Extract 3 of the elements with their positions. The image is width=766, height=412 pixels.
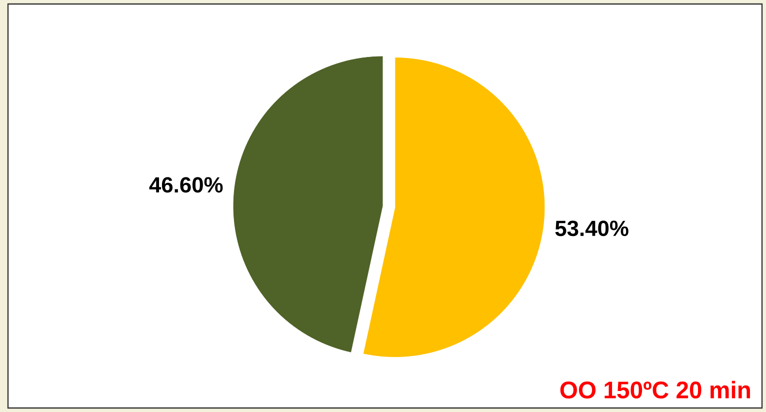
- data-label: 46.60%: [149, 177, 223, 193]
- data-label: 53.40%: [555, 220, 628, 236]
- text: OO 150ºC 20 min: [560, 380, 750, 398]
